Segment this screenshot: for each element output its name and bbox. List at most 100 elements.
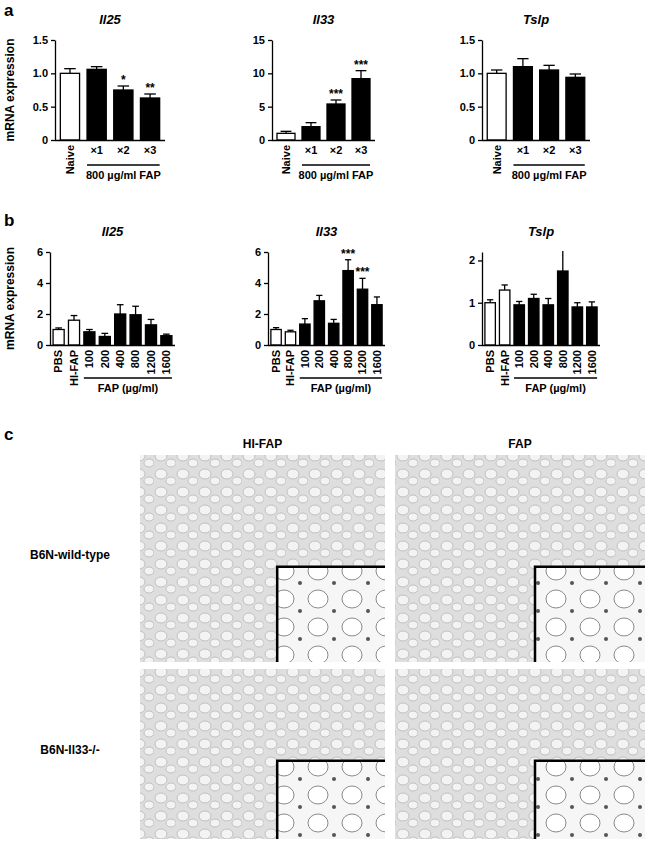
error-bar [163,334,170,336]
significance: *** [341,247,355,261]
y-tick-mark [264,345,268,346]
error-bar [545,299,551,305]
y-tick-mark [478,260,482,261]
error-bar [487,300,493,303]
x-tick-label: ×1 [517,144,530,156]
x-tick-label: 100 [513,350,525,368]
error-bar [287,330,293,332]
error-bar [316,295,322,300]
bar [115,314,126,345]
x-tick: ×1 [305,140,318,156]
error-bar [281,131,292,133]
error-stem [69,69,70,74]
group-label: FAP (µg/ml) [311,382,372,394]
x-axis: PBSHI-FAP10020040080012001600 [268,345,385,386]
x-tick-label: PBS [52,350,64,373]
y-tick-label: 0.5 [33,101,48,113]
x-tick: ×1 [90,140,103,156]
y-tick-label: 0 [37,339,43,351]
x-tick-label: 1200 [356,350,368,374]
y-axis-line [482,41,483,141]
error-bar [543,65,554,70]
x-tick: PBS [52,345,64,373]
plot-area [487,59,585,140]
y-tick: 6 [37,246,50,258]
x-tick: PBS [270,345,282,373]
bar [277,133,295,140]
bar [327,104,345,140]
y-tick-mark [46,283,50,284]
error-cap [148,319,155,320]
y-tick-label: 0 [469,339,475,351]
error-cap [543,65,554,66]
bar [357,289,367,345]
error-bar [86,330,93,332]
x-tick: 1600 [160,345,172,374]
error-stem [562,251,563,271]
error-bar [64,69,76,74]
x-axis-line [268,345,385,346]
bar [566,77,585,140]
bar [314,301,324,345]
x-tick-label: 800 [557,350,569,368]
error-bar [531,294,537,298]
y-tick-mark [264,283,268,284]
x-tick-label: ×2 [117,144,130,156]
chart-title: Il25 [102,224,124,239]
chart-title: Il25 [99,12,121,27]
row-header: B6N-wild-type [30,548,110,562]
x-tick-label: 800 [342,350,354,368]
chart-title: Tslp [528,224,554,239]
group-label: FAP (µg/ml) [525,382,586,394]
y-tick-label: 2 [37,308,43,320]
y-tick: 5 [259,101,272,113]
x-tick-label: ×2 [543,144,556,156]
x-tick: 100 [83,345,95,368]
error-bar [516,301,522,304]
x-tick-label: PBS [270,350,282,373]
x-tick-label: Naive [280,145,292,174]
error-stem [150,319,151,324]
x-tick: HI-FAP [499,345,511,386]
x-tick-label: ×1 [90,144,103,156]
bar [302,127,320,140]
error-bar [117,305,124,314]
y-tick: 2 [255,308,268,320]
plot-area [60,67,159,140]
x-tick: HI-FAP [284,345,296,386]
error-bar [356,71,367,79]
error-stem [73,316,74,321]
x-tick-label: HI-FAP [284,350,296,386]
y-tick-label: 5 [259,101,265,113]
x-tick: ×2 [117,140,130,156]
y-tick-label: 1.5 [33,34,48,46]
y-tick-label: 6 [255,246,261,258]
y-tick-mark [478,40,482,41]
x-axis-line [55,140,165,141]
error-cap [64,68,76,69]
bar [372,305,382,345]
x-axis: PBSHI-FAP10020040080012001600 [482,345,600,386]
x-tick-label: 400 [542,350,554,368]
column-header: HI-FAP [243,437,282,451]
y-tick-label: 0 [42,134,48,146]
y-axis-title: mRNA expression [3,39,17,142]
x-tick-label: Naive [64,145,76,174]
y-tick-mark [478,303,482,304]
error-bar [132,306,139,315]
y-tick: 0 [37,339,50,351]
error-cap [163,333,170,334]
bar [485,303,495,345]
y-tick: 0.5 [33,101,55,113]
x-tick: Naive [491,140,503,174]
chart-title: Il33 [313,12,335,27]
error-bar [374,297,380,305]
panel-label: c [4,425,13,444]
y-tick-mark [51,107,55,108]
chart: Il33******0246PBSHI-FAP10020040080012001… [255,224,385,394]
inset-border [277,567,385,662]
y-tick-label: 2 [469,254,475,266]
error-bar [148,319,155,324]
error-stem [548,299,549,305]
y-tick-mark [478,345,482,346]
